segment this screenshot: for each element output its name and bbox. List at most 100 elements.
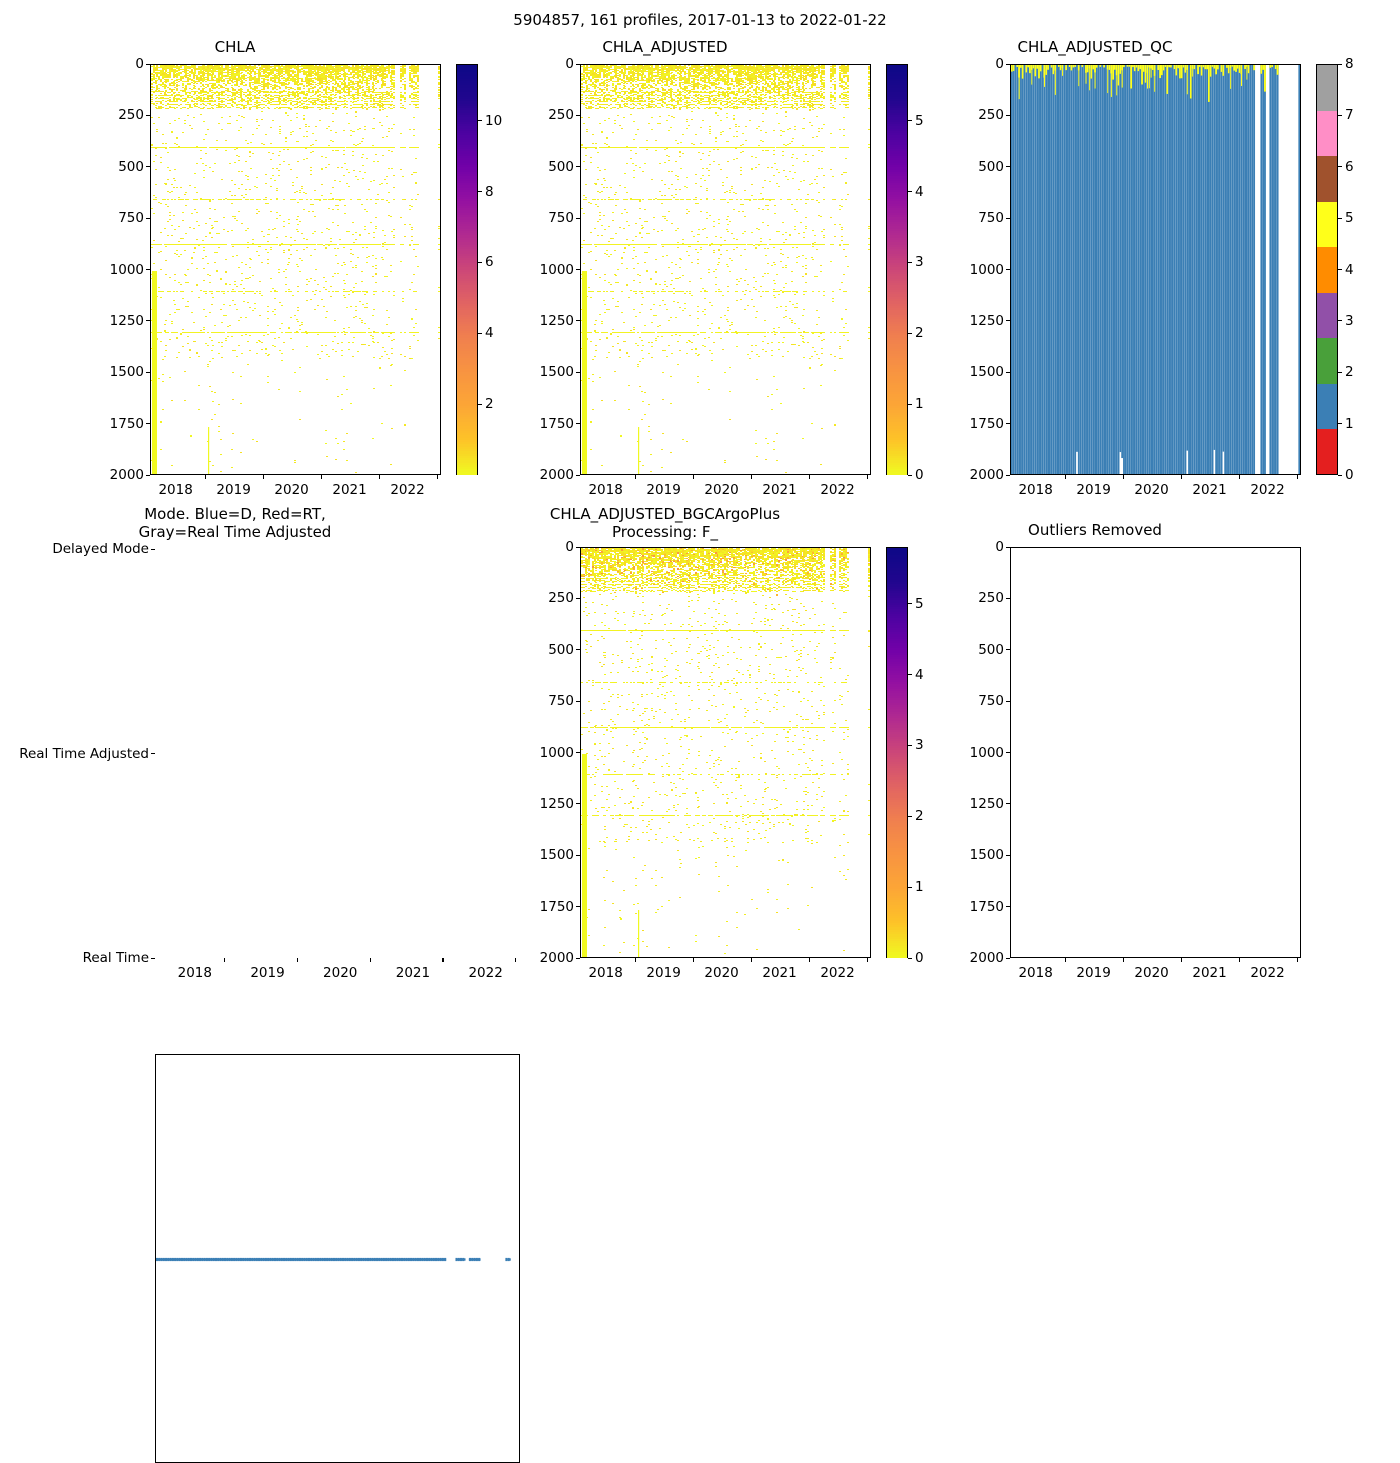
colorbar-band: [887, 593, 907, 597]
colorbar-band: [887, 328, 907, 332]
colorbar-band: [887, 399, 907, 402]
colorbar-tick-chla-adjusted-qc: [1338, 320, 1342, 322]
colorbar-ticklabel-chla-adjusted: 2: [915, 325, 924, 342]
colorbar-band: [887, 925, 907, 929]
ytick-label-outliers-removed: 1750: [969, 898, 1004, 915]
colorbar-band: [457, 151, 477, 155]
colorbar-band: [457, 137, 477, 141]
colorbar-band: [887, 793, 907, 797]
colorbar-band: [887, 69, 907, 73]
ytick-mark-chla-adjusted-qc: [1006, 114, 1010, 116]
panel-outliers-removed-title: Outliers Removed: [1028, 521, 1162, 539]
ytick-label-chla-adjusted-qc: 0: [995, 56, 1004, 72]
colorbar-band: [887, 371, 907, 375]
colorbar-band: [887, 469, 907, 473]
axes-chla-adjusted[interactable]: [580, 64, 871, 475]
colorbar-tick-chla-adjusted-qc: [1338, 371, 1342, 373]
xtick-label-mode: 2021: [395, 965, 431, 981]
colorbar-tick-chla: [478, 120, 482, 122]
colorbar-band: [457, 383, 477, 386]
xtick-mark-bgcargoplus: [867, 958, 869, 962]
axes-mode[interactable]: [155, 1054, 520, 1463]
axes-chla-adjusted-qc[interactable]: [1010, 64, 1301, 475]
xtick-mark-outliers-removed: [1239, 958, 1241, 962]
colorbar-band: [457, 174, 477, 177]
colorbar-band: [887, 155, 907, 159]
ytick-label-chla-adjusted-qc: 1000: [969, 261, 1004, 278]
colorbar-band: [887, 242, 907, 246]
colorbar-band: [887, 103, 907, 107]
colorbar-band: [887, 76, 907, 80]
colorbar-band: [887, 92, 907, 96]
panel-outliers-removed: Outliers Removed: [860, 505, 1330, 980]
colorbar-band: [887, 691, 907, 695]
colorbar-band: [887, 711, 907, 715]
colorbar-band: [887, 158, 907, 162]
ytick-label-chla-adjusted: 2000: [539, 467, 574, 483]
colorbar-band: [457, 289, 477, 293]
colorbar-band: [887, 720, 907, 724]
axes-chla-adjusted-bgcargoplus[interactable]: [580, 547, 871, 958]
colorbar-band: [457, 92, 477, 96]
colorbar-band: [887, 176, 907, 180]
ytick-label-chla-adjusted-qc: 1250: [969, 312, 1004, 329]
axes-outliers-removed[interactable]: [1010, 547, 1301, 958]
colorbar-band: [887, 337, 907, 341]
colorbar-band: [887, 845, 907, 849]
colorbar-band: [887, 278, 907, 282]
colorbar-band: [887, 301, 907, 305]
colorbar-band: [887, 554, 907, 558]
colorbar-band: [457, 133, 477, 137]
colorbar-band: [887, 219, 907, 223]
xtick-mark-chla-adjusted: [751, 475, 753, 479]
ytick-mark-bgcargoplus: [576, 803, 580, 805]
xtick-mark-outliers-removed: [1297, 958, 1299, 962]
colorbar-band: [887, 355, 907, 359]
xtick-label-outliers-removed: 2019: [1076, 965, 1111, 981]
colorbar-band: [887, 752, 907, 756]
colorbar-band: [457, 358, 477, 361]
colorbar-band: [887, 622, 907, 626]
colorbar-band: [457, 376, 477, 380]
colorbar-tick-chla-adjusted-qc: [1338, 269, 1342, 271]
colorbar-band: [887, 228, 907, 232]
colorbar-band: [887, 804, 907, 808]
colorbar-band: [887, 146, 907, 150]
colorbar-band: [887, 591, 907, 595]
colorbar-band: [887, 392, 907, 396]
colorbar-band: [887, 743, 907, 747]
ytick-label-chla: 2000: [109, 467, 144, 483]
colorbar-band: [887, 144, 907, 148]
colorbar-band: [457, 110, 477, 114]
colorbar-band: [887, 258, 907, 261]
colorbar-band: [457, 362, 477, 366]
colorbar-band: [457, 342, 477, 346]
colorbar-band: [887, 201, 907, 205]
xtick-label-chla: 2022: [390, 482, 425, 498]
colorbar-band: [887, 353, 907, 357]
colorbar-band: [887, 439, 907, 443]
colorbar-band: [887, 838, 907, 842]
colorbar-band: [887, 625, 907, 629]
panel-chla-adjusted-qc: CHLA_ADJUSTED_QC: [860, 38, 1330, 498]
colorbar-band: [887, 732, 907, 735]
colorbar-band: [887, 244, 907, 248]
colorbar-band: [887, 868, 907, 872]
colorbar-band: [887, 412, 907, 416]
colorbar-band: [457, 210, 477, 214]
colorbar-band: [887, 570, 907, 574]
colorbar-band: [887, 795, 907, 799]
colorbar-band: [887, 759, 907, 763]
ytick-label-chla: 500: [118, 158, 144, 175]
colorbar-band: [457, 339, 477, 343]
ytick-mark-bgcargoplus: [576, 957, 580, 959]
axes-chla[interactable]: [150, 64, 441, 475]
colorbar-band: [887, 786, 907, 790]
ytick-mark-chla-adjusted-qc: [1006, 166, 1010, 168]
xtick-label-chla-adjusted: 2018: [588, 482, 623, 498]
ytick-label-bgcargoplus: 1250: [539, 795, 574, 812]
ytick-label-bgcargoplus: 500: [548, 641, 574, 658]
colorbar-band: [887, 149, 907, 152]
colorbar-band: [887, 604, 907, 608]
ytick-mark-chla-adjusted-qc: [1006, 320, 1010, 322]
